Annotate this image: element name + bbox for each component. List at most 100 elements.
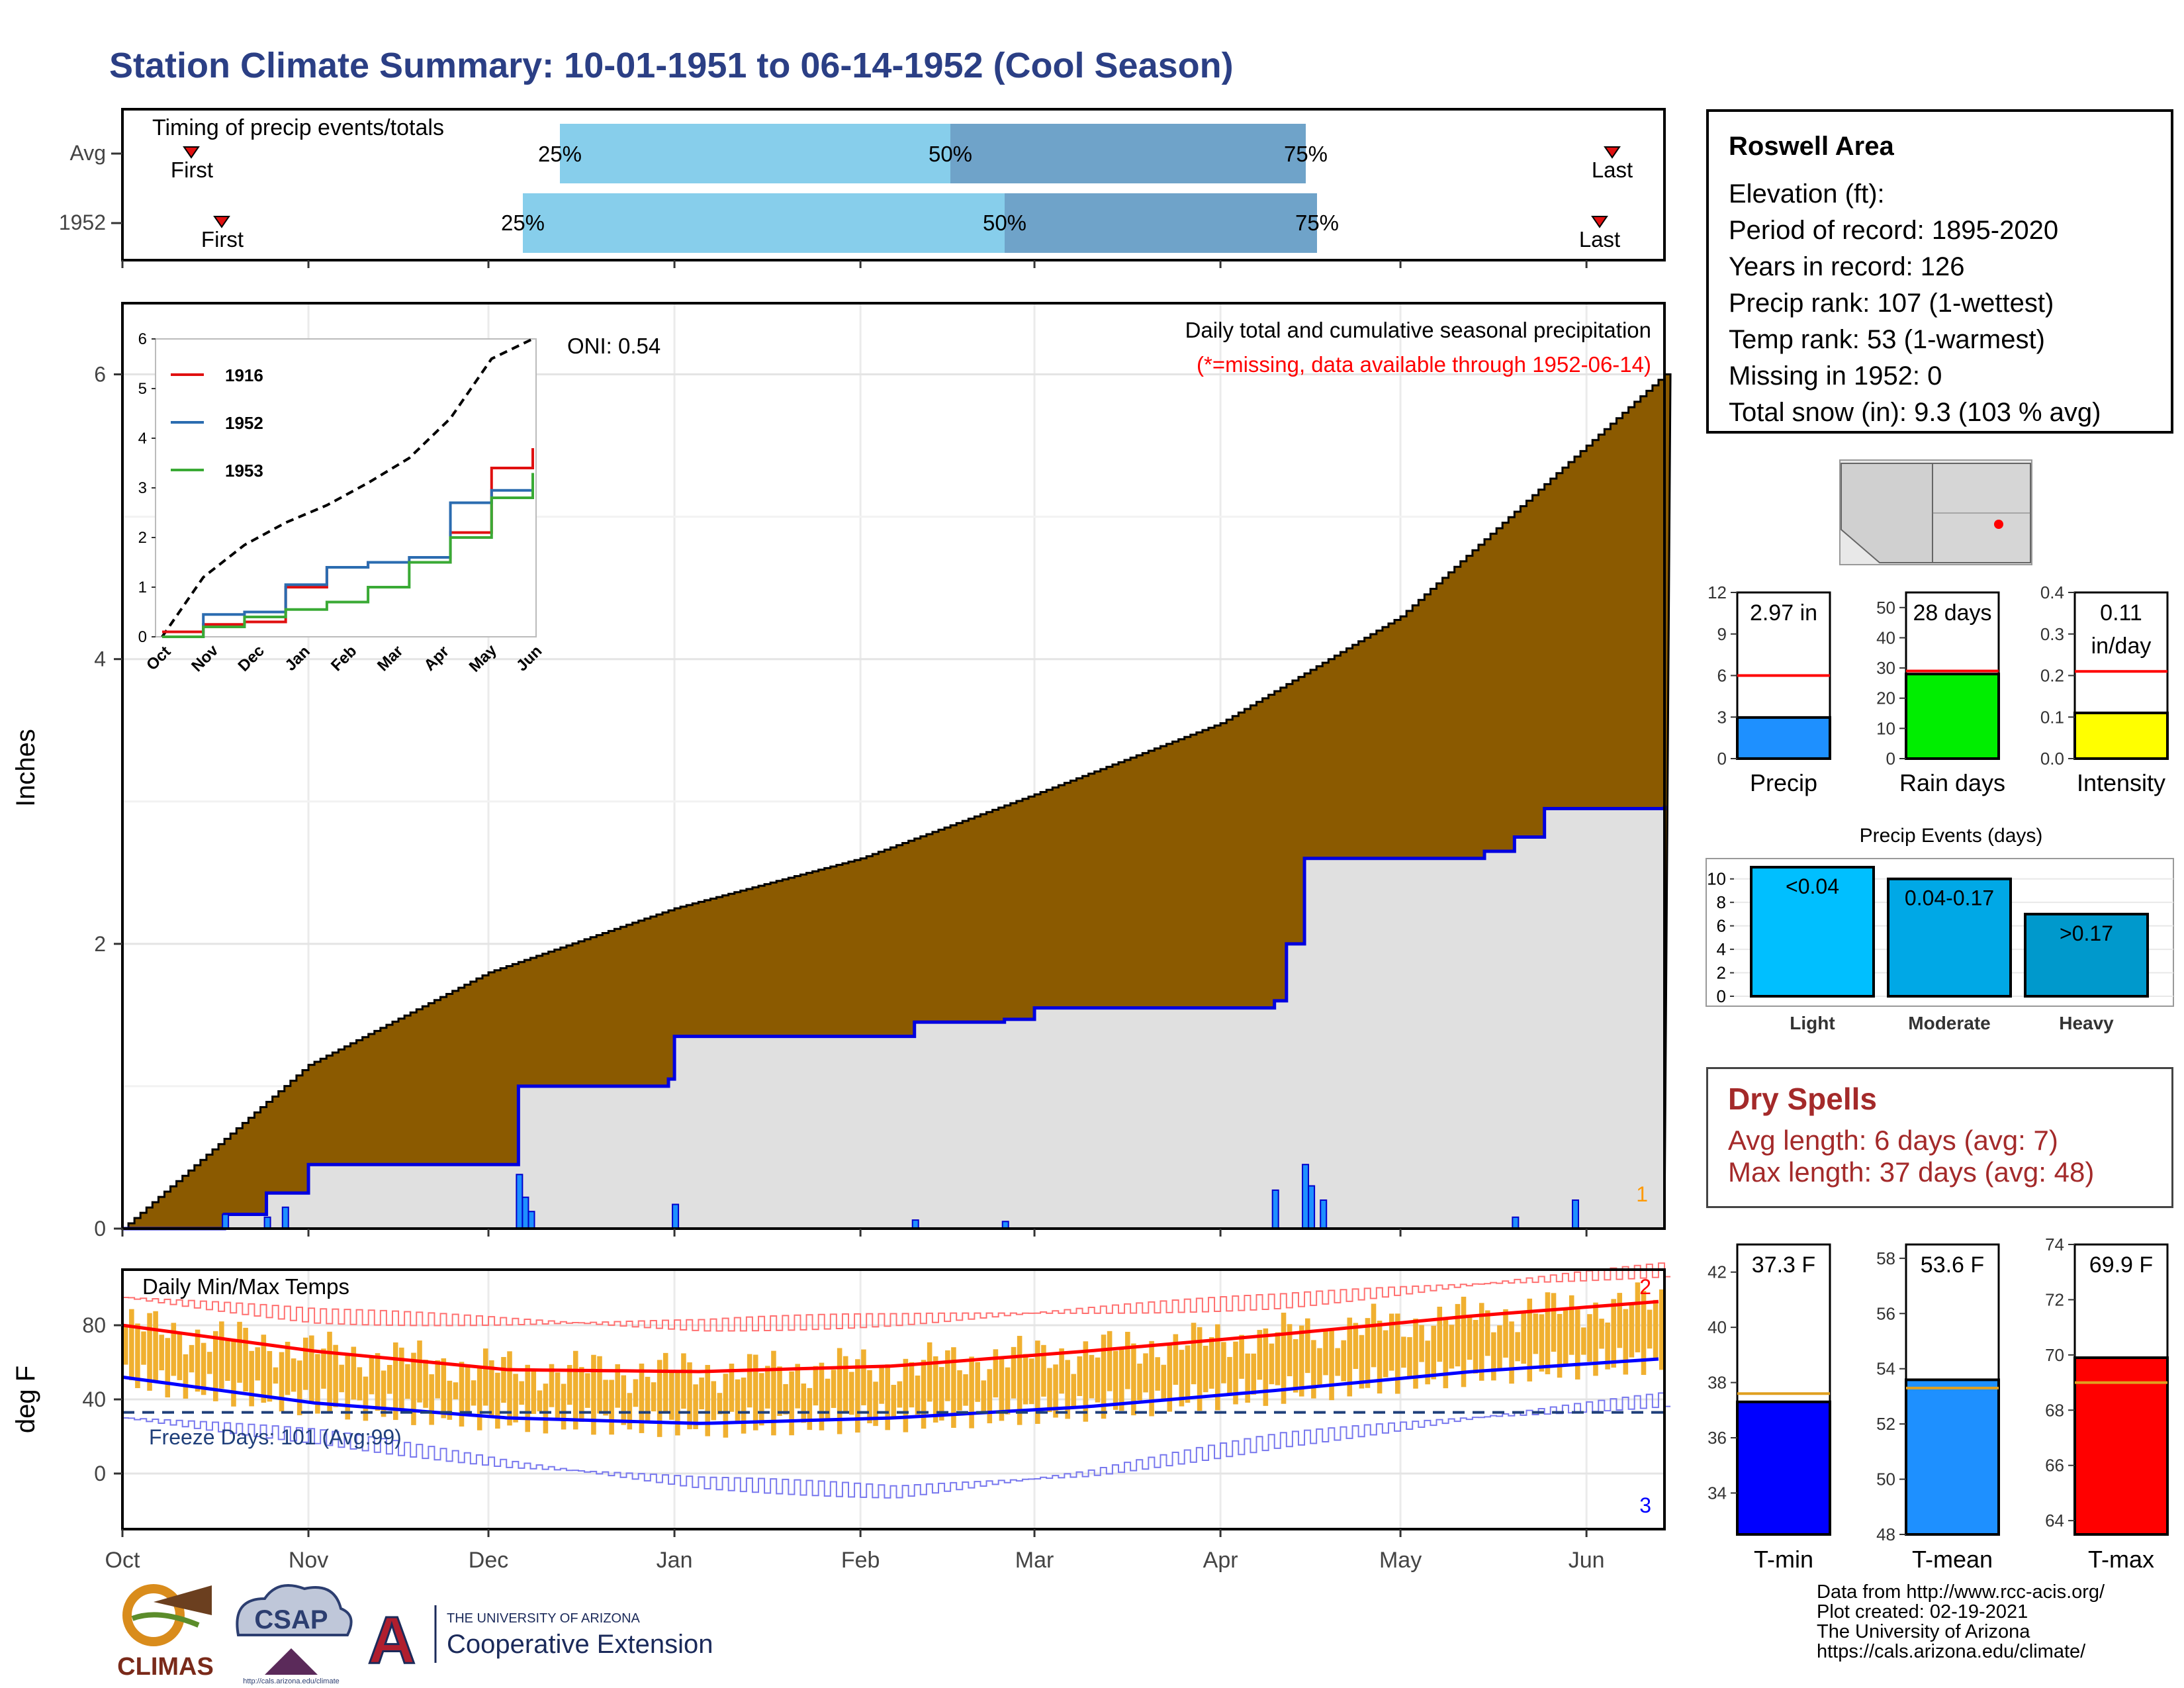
- mini-y-label: 6: [1717, 666, 1727, 686]
- svg-text:A: A: [368, 1603, 416, 1677]
- daily-temp-bar: [1311, 1340, 1316, 1399]
- daily-temp-bar: [273, 1367, 279, 1384]
- daily-temp-bar: [807, 1387, 813, 1430]
- daily-temp-bar: [1491, 1332, 1496, 1381]
- mini-chart-value-label: 37.3 F: [1752, 1252, 1815, 1278]
- daily-temp-bar: [585, 1373, 590, 1408]
- daily-temp-bar: [999, 1358, 1005, 1421]
- mini-chart-category: Rain days: [1899, 769, 2005, 796]
- precip-ylabel: Inches: [11, 729, 40, 807]
- mini-y-label: 50: [1876, 598, 1895, 618]
- mini-chart-value-label: in/day: [2091, 633, 2152, 659]
- daily-temp-bar: [1437, 1307, 1443, 1362]
- daily-temp-bar: [1581, 1327, 1586, 1355]
- daily-temp-bar: [747, 1354, 752, 1408]
- events-bar-light: [1750, 866, 1875, 998]
- y-tick-label: 2: [94, 932, 106, 956]
- daily-temp-bar: [1371, 1303, 1377, 1368]
- daily-temp-bar: [837, 1348, 842, 1434]
- daily-temp-bar: [842, 1356, 848, 1412]
- station-snow: Total snow (in): 9.3 (103 % avg): [1729, 398, 2101, 427]
- dry-spells-avg: Avg length: 6 days (avg: 7): [1728, 1125, 2058, 1156]
- inset-y-label: 5: [138, 380, 147, 398]
- daily-temp-bar: [309, 1335, 314, 1403]
- daily-temp-bar: [183, 1354, 189, 1399]
- daily-temp-bar: [1191, 1323, 1197, 1385]
- daily-temp-bar: [1527, 1298, 1533, 1382]
- mini-y-label: 30: [1876, 658, 1895, 678]
- daily-temp-bar: [597, 1356, 602, 1414]
- mini-y-label: 20: [1876, 688, 1895, 708]
- daily-precip-bar: [1572, 1199, 1580, 1230]
- daily-temp-bar: [903, 1358, 909, 1432]
- daily-temp-bar: [482, 1348, 488, 1406]
- daily-temp-bar: [1623, 1309, 1629, 1375]
- freeze-days-label: Freeze Days: 101 (Avg:99): [149, 1425, 402, 1449]
- mini-y-label: 70: [2045, 1345, 2064, 1365]
- daily-temp-bar: [1503, 1309, 1508, 1358]
- daily-temp-bar: [369, 1357, 375, 1395]
- daily-temp-bar: [1143, 1353, 1148, 1393]
- logos: CLIMAS CSAP http://cals.arizona.edu/clim…: [117, 1584, 713, 1685]
- daily-temp-bar: [1179, 1350, 1185, 1407]
- daily-temp-bar: [1155, 1357, 1160, 1391]
- daily-temp-bar: [1539, 1314, 1545, 1372]
- daily-temp-bar: [1647, 1309, 1653, 1349]
- daily-temp-bar: [1413, 1318, 1418, 1389]
- daily-temp-bar: [1521, 1311, 1526, 1364]
- events-category-label: Moderate: [1908, 1013, 1990, 1033]
- daily-temp-bar: [699, 1377, 704, 1410]
- mini-y-label: 54: [1876, 1359, 1895, 1379]
- x-tick-label: Apr: [1203, 1548, 1238, 1573]
- daily-temp-bar: [831, 1370, 837, 1408]
- y1952-first-marker: [213, 216, 230, 228]
- temp-title: Daily Min/Max Temps: [142, 1274, 349, 1299]
- mini-y-label: 72: [2045, 1289, 2064, 1309]
- daily-temp-bar: [1245, 1353, 1250, 1403]
- daily-temp-bar: [1137, 1363, 1142, 1401]
- daily-temp-bar: [687, 1362, 692, 1430]
- daily-temp-bar: [1101, 1335, 1107, 1419]
- station-name: Roswell Area: [1729, 132, 1894, 161]
- y-tick-label: 80: [82, 1313, 106, 1337]
- daily-precip-bar: [1512, 1216, 1520, 1229]
- daily-temp-bar: [267, 1350, 273, 1402]
- mini-chart-category: T-mean: [1912, 1546, 1993, 1573]
- daily-temp-bar: [938, 1367, 944, 1421]
- daily-temp-bar: [1461, 1296, 1467, 1387]
- avg-last-marker: [1604, 146, 1621, 159]
- events-bar-label: 0.04-0.17: [1905, 886, 1994, 910]
- daily-temp-bar: [921, 1360, 927, 1429]
- csap-url: http://cals.arizona.edu/climate: [243, 1677, 340, 1685]
- ua-bottom-text: Cooperative Extension: [447, 1630, 713, 1659]
- daily-temp-bar: [963, 1374, 968, 1406]
- daily-temp-bar: [987, 1369, 993, 1424]
- daily-temp-bar: [1305, 1318, 1310, 1374]
- daily-precip-bar: [1320, 1199, 1328, 1230]
- daily-temp-bar: [525, 1364, 530, 1432]
- daily-temp-bar: [459, 1362, 465, 1427]
- station-precip-rank: Precip rank: 107 (1-wettest): [1729, 289, 2054, 318]
- daily-temp-bar: [735, 1379, 741, 1423]
- daily-temp-bar: [825, 1378, 831, 1421]
- station-info-box: Roswell Area Elevation (ft): Period of r…: [1706, 109, 2173, 434]
- y1952-p25-label: 25%: [501, 211, 545, 235]
- daily-temp-bar: [392, 1342, 398, 1421]
- daily-temp-bar: [561, 1383, 567, 1430]
- daily-temp-bar: [1239, 1335, 1244, 1379]
- events-y-label: 8: [1717, 892, 1726, 912]
- daily-temp-bar: [1167, 1342, 1173, 1412]
- daily-temp-bar: [381, 1370, 387, 1417]
- daily-temp-bar: [327, 1331, 332, 1413]
- daily-temp-bar: [165, 1338, 171, 1397]
- mini-chart-bar: [1736, 1400, 1831, 1536]
- station-temp-rank: Temp rank: 53 (1-warmest): [1729, 325, 2045, 354]
- daily-temp-bar: [1005, 1367, 1011, 1415]
- daily-temp-bar: [765, 1366, 770, 1409]
- daily-temp-bar: [795, 1364, 800, 1409]
- daily-temp-bar: [1407, 1336, 1412, 1378]
- mini-chart-bar: [2073, 711, 2169, 760]
- temp-ylabel: deg F: [11, 1366, 40, 1433]
- daily-temp-bar: [1161, 1364, 1167, 1399]
- avg-p75-label: 75%: [1284, 142, 1328, 166]
